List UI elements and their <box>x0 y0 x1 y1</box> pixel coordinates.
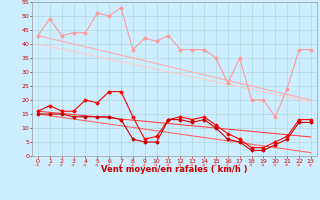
X-axis label: Vent moyen/en rafales ( km/h ): Vent moyen/en rafales ( km/h ) <box>101 165 248 174</box>
